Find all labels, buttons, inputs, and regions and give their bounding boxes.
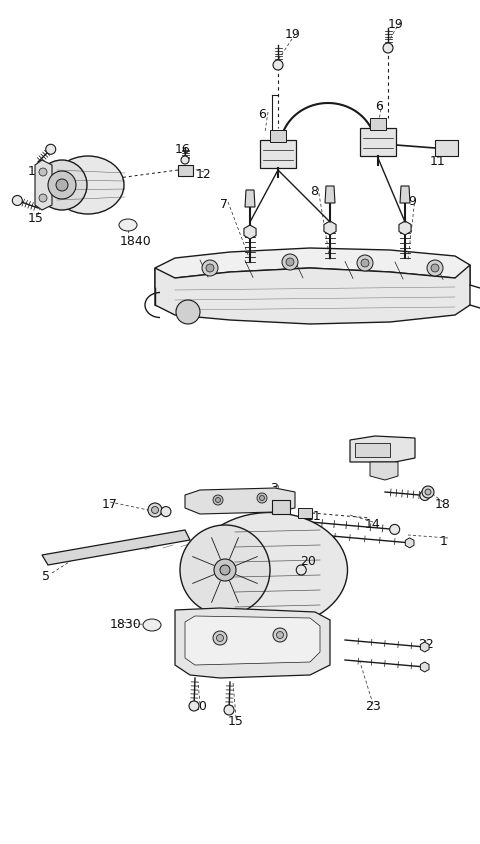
Polygon shape <box>420 662 429 672</box>
Text: 6: 6 <box>258 108 266 121</box>
Circle shape <box>37 160 87 210</box>
Polygon shape <box>405 538 414 548</box>
Text: 10: 10 <box>192 700 208 713</box>
Circle shape <box>383 43 393 53</box>
Bar <box>260 140 296 168</box>
Text: 23: 23 <box>365 700 381 713</box>
Circle shape <box>282 254 298 270</box>
Text: 18: 18 <box>435 498 451 511</box>
Text: 16: 16 <box>175 143 191 156</box>
Text: 9: 9 <box>408 195 416 208</box>
Text: 8: 8 <box>310 185 318 198</box>
Circle shape <box>152 506 158 513</box>
Circle shape <box>390 524 400 534</box>
Circle shape <box>286 258 294 266</box>
Circle shape <box>206 264 214 272</box>
Circle shape <box>427 260 443 276</box>
Circle shape <box>257 493 267 503</box>
Circle shape <box>431 264 439 272</box>
Polygon shape <box>35 160 52 210</box>
Text: 7: 7 <box>220 198 228 211</box>
Circle shape <box>224 705 234 715</box>
Circle shape <box>39 168 47 176</box>
Text: 12: 12 <box>196 168 212 181</box>
Polygon shape <box>350 436 415 462</box>
Circle shape <box>46 144 56 154</box>
Text: 19: 19 <box>285 28 301 41</box>
Polygon shape <box>42 530 190 565</box>
Bar <box>355 443 390 457</box>
Bar <box>270 130 286 142</box>
Ellipse shape <box>52 156 124 214</box>
Text: 4: 4 <box>378 470 386 483</box>
Polygon shape <box>400 186 410 203</box>
Circle shape <box>48 171 76 199</box>
FancyBboxPatch shape <box>178 165 192 176</box>
Text: 1: 1 <box>440 535 448 548</box>
Text: 15: 15 <box>28 212 44 225</box>
Text: 3: 3 <box>270 482 278 495</box>
Circle shape <box>216 497 220 502</box>
Polygon shape <box>175 608 330 678</box>
Text: 19: 19 <box>388 18 404 31</box>
Circle shape <box>213 631 227 645</box>
Circle shape <box>181 156 189 164</box>
Circle shape <box>361 259 369 267</box>
Circle shape <box>189 701 199 711</box>
Circle shape <box>213 495 223 505</box>
Text: 5: 5 <box>42 570 50 583</box>
Bar <box>298 508 312 518</box>
Polygon shape <box>244 225 256 239</box>
Text: 14: 14 <box>365 518 381 531</box>
Circle shape <box>202 260 218 276</box>
Circle shape <box>214 559 236 581</box>
Polygon shape <box>324 221 336 235</box>
Text: 2: 2 <box>195 490 203 503</box>
Circle shape <box>161 506 171 517</box>
Text: 1830: 1830 <box>110 618 142 631</box>
FancyBboxPatch shape <box>434 139 457 155</box>
Ellipse shape <box>180 525 270 615</box>
Circle shape <box>273 60 283 70</box>
Bar <box>370 118 386 130</box>
Circle shape <box>176 300 200 324</box>
Text: 13: 13 <box>28 165 44 178</box>
Text: 22: 22 <box>418 638 434 651</box>
Polygon shape <box>370 462 398 480</box>
Polygon shape <box>420 642 429 652</box>
Polygon shape <box>185 616 320 665</box>
Text: 1840: 1840 <box>120 235 152 248</box>
Circle shape <box>296 565 306 575</box>
Text: 11: 11 <box>430 155 446 168</box>
Polygon shape <box>155 265 470 324</box>
Polygon shape <box>155 248 470 288</box>
Bar <box>360 128 396 156</box>
Text: 17: 17 <box>102 498 118 511</box>
Text: 6: 6 <box>375 100 383 113</box>
Circle shape <box>220 565 230 575</box>
Ellipse shape <box>143 619 161 631</box>
Circle shape <box>216 635 224 641</box>
Circle shape <box>148 503 162 517</box>
Circle shape <box>425 489 431 495</box>
Circle shape <box>276 631 284 639</box>
Text: 21: 21 <box>305 510 321 523</box>
Circle shape <box>39 194 47 202</box>
Polygon shape <box>325 186 335 203</box>
Polygon shape <box>399 221 411 235</box>
Circle shape <box>12 196 23 205</box>
Bar <box>272 500 290 514</box>
Text: 20: 20 <box>300 555 316 568</box>
Ellipse shape <box>119 219 137 231</box>
Circle shape <box>422 486 434 498</box>
Circle shape <box>260 495 264 500</box>
Circle shape <box>273 628 287 642</box>
Polygon shape <box>185 488 295 514</box>
Circle shape <box>420 490 430 500</box>
Circle shape <box>357 255 373 271</box>
Ellipse shape <box>192 512 348 627</box>
Circle shape <box>56 179 68 191</box>
Text: 15: 15 <box>228 715 244 728</box>
Polygon shape <box>245 190 255 207</box>
